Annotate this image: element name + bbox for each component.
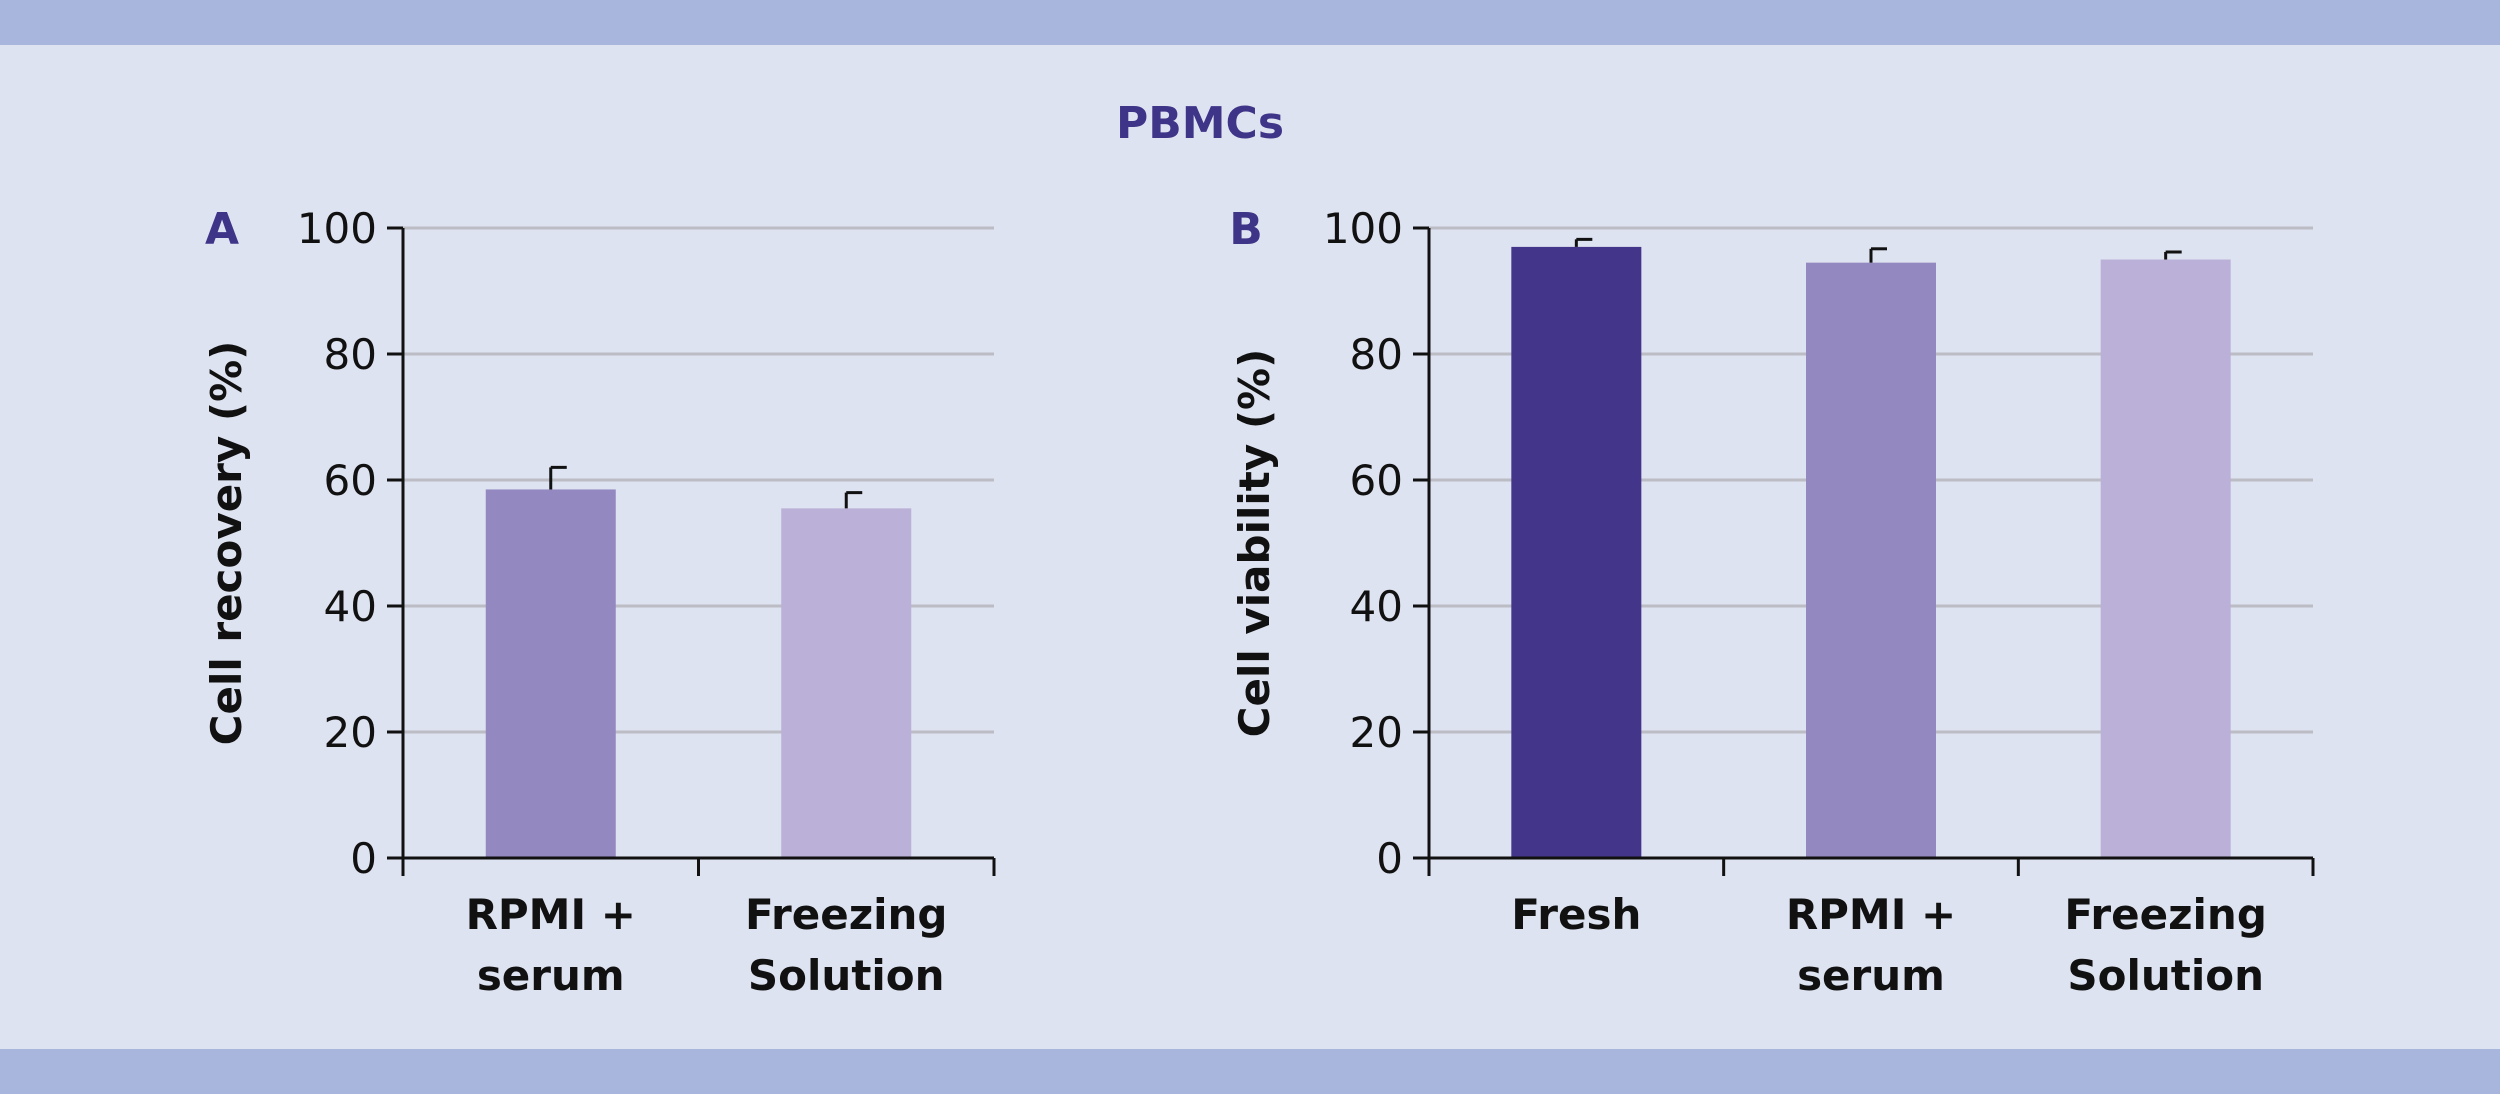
- panel-a-category-label-1-0: Freezing: [745, 890, 948, 939]
- panel-a-y-tick-label-40: 40: [324, 582, 377, 631]
- panel-a-category-label-0-1: serum: [477, 951, 625, 1000]
- panel-a-category-label-1-1: Solution: [748, 951, 945, 1000]
- panel-a: A Cell recovery (%) 0 20 40 60 80 100 RPMI + se…: [202, 204, 996, 1000]
- panel-b-y-tick-label-60: 60: [1350, 456, 1403, 505]
- panel-b-category-label-0-0: Fresh: [1511, 890, 1641, 939]
- panel-a-label: A: [205, 204, 239, 255]
- panel-b-bar-1: [1806, 262, 1936, 858]
- panel-a-y-tick-label-80: 80: [324, 330, 377, 379]
- panel-a-y-tick-label-0: 0: [350, 834, 377, 883]
- panel-b: B Cell viability (%) 0 20 40 60 80 100 Fresh RP…: [1229, 204, 2315, 1000]
- panel-a-bar-1: [781, 508, 912, 858]
- panel-b-bar-2: [2100, 259, 2231, 858]
- panel-b-y-tick-label-0: 0: [1376, 834, 1403, 883]
- figure-title: PBMCs: [1116, 98, 1284, 149]
- top-band: [0, 0, 2500, 45]
- panel-b-bar-0: [1511, 246, 1642, 858]
- panel-b-label: B: [1229, 204, 1263, 255]
- panel-b-category-label-2-0: Freezing: [2064, 890, 2267, 939]
- panel-a-y-tick-label-60: 60: [324, 456, 377, 505]
- panel-b-y-tick-label-100: 100: [1323, 204, 1403, 253]
- panel-b-y-tick-label-20: 20: [1350, 708, 1403, 757]
- panel-a-bar-0: [485, 489, 616, 858]
- panel-b-category-label-1-1: serum: [1797, 951, 1945, 1000]
- bottom-band: [0, 1049, 2500, 1094]
- panel-a-y-tick-label-100: 100: [297, 204, 377, 253]
- panel-b-category-label-1-0: RPMI +: [1786, 890, 1956, 939]
- panel-b-y-tick-label-40: 40: [1350, 582, 1403, 631]
- panel-a-category-label-0-0: RPMI +: [466, 890, 636, 939]
- panel-a-y-axis-label: Cell recovery (%): [202, 341, 251, 746]
- panel-a-y-tick-label-20: 20: [324, 708, 377, 757]
- panel-b-y-tick-label-80: 80: [1350, 330, 1403, 379]
- panel-b-category-label-2-1: Solution: [2067, 951, 2264, 1000]
- panel-b-y-axis-label: Cell viability (%): [1230, 349, 1279, 738]
